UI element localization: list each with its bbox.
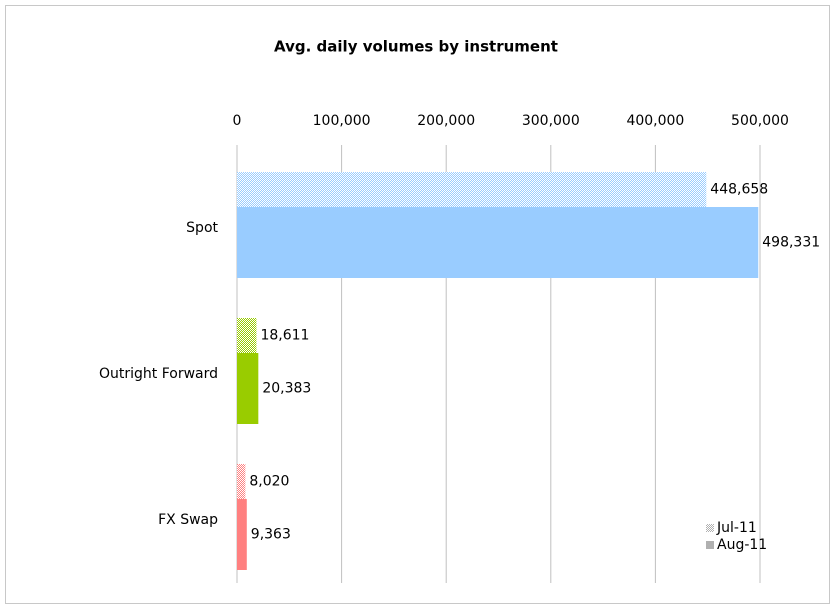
- legend-swatch: [706, 541, 714, 549]
- data-label: 8,020: [249, 474, 289, 490]
- legend-label: Aug-11: [717, 537, 767, 553]
- data-label: 18,611: [260, 328, 309, 344]
- data-label: 448,658: [710, 182, 768, 198]
- x-tick-label: 500,000: [731, 113, 789, 129]
- legend-swatch: [706, 524, 714, 532]
- x-tick-label: 0: [233, 113, 242, 129]
- category-label: Outright Forward: [99, 366, 218, 382]
- category-label: Spot: [186, 220, 218, 236]
- bar: [237, 499, 247, 570]
- bar: [237, 207, 759, 278]
- x-tick-label: 200,000: [417, 113, 475, 129]
- x-tick-label: 100,000: [313, 113, 371, 129]
- category-label: FX Swap: [158, 512, 218, 528]
- x-tick-label: 300,000: [522, 113, 580, 129]
- data-label: 20,383: [262, 381, 311, 397]
- x-tick-label: 400,000: [626, 113, 684, 129]
- bar: [237, 353, 259, 424]
- data-label: 9,363: [251, 527, 291, 543]
- legend-label: Jul-11: [716, 520, 757, 536]
- chart-frame: [5, 5, 830, 604]
- chart-title: Avg. daily volumes by instrument: [274, 38, 558, 56]
- data-label: 498,331: [762, 235, 820, 251]
